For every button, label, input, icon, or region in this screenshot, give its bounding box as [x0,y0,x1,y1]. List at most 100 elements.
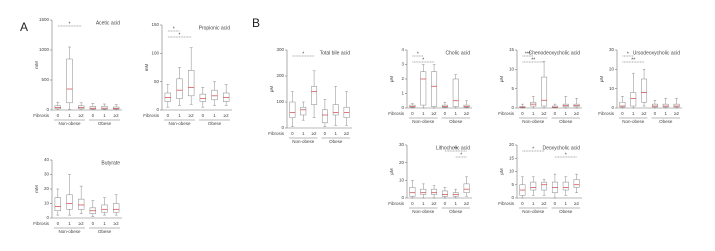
y-tick-label: 10 [609,86,615,91]
x-tick-label: ≥2 [674,111,679,116]
x-tick-label: 0 [92,221,95,226]
x-tick-label: ≥2 [189,113,194,118]
y-tick-label: 0 [156,107,159,112]
group-label: Obese [98,229,112,234]
group-label: Non-obese [58,229,81,234]
x-tick-label: 0 [57,113,60,118]
x-tick-label: 0 [554,111,557,116]
x-tick-label: 0 [324,131,327,136]
group-label: Non-obese [412,209,435,214]
x-tick-label: ≥2 [642,111,647,116]
x-tick-label: 0 [92,113,95,118]
box [188,70,195,97]
y-tick-label: 100 [276,99,284,104]
y-tick-label: 4 [401,47,404,52]
x-tick-label: 1 [334,131,337,136]
x-tick-label: 1 [68,221,71,226]
y-tick-label: 1500 [39,17,50,22]
chart-title: Propionic acid [199,25,231,31]
x-tick-label: ≥2 [114,221,119,226]
significance-label: ** [531,57,535,63]
x-tick-label: ≥2 [79,113,84,118]
y-tick-label: 0 [611,105,614,110]
box [289,101,296,118]
x-tick-label: 0 [444,111,447,116]
x-tick-label: ≥2 [79,221,84,226]
significance-label: * [302,51,304,57]
box [541,181,548,191]
x-tick-label: 1 [532,111,535,116]
x-tick-label: ≥2 [224,113,229,118]
box [113,203,120,213]
box [332,104,339,116]
x-axis-label: Fibrosis [388,111,405,116]
x-tick-label: 0 [291,131,294,136]
y-tick-label: 150 [151,22,159,27]
y-tick-label: 10 [509,67,515,72]
x-tick-label: ≥2 [574,201,579,206]
y-axis-label: mM [34,61,39,69]
box [662,103,669,108]
chart-title: Cholic acid [446,50,471,56]
panel-label: A [20,20,28,34]
y-axis-label: mM [144,64,149,72]
x-tick-label: ≥2 [542,201,547,206]
box [300,106,307,116]
panel-label: B [252,16,260,30]
group-label: Non-obese [292,139,315,144]
y-tick-label: 10 [399,178,405,183]
x-tick-label: 0 [521,201,524,206]
box [101,106,108,110]
box [66,58,73,104]
chart-title: Total bile acid [320,50,351,56]
significance-label: * [532,146,534,152]
y-tick-label: 20 [399,160,405,165]
box [101,204,108,213]
x-tick-label: 1 [454,201,457,206]
x-tick-label: 1 [103,221,106,226]
x-tick-label: ≥2 [344,131,349,136]
x-tick-label: 0 [554,201,557,206]
chart-title: Acetic acid [96,20,120,26]
y-tick-label: 30 [609,47,615,52]
x-tick-label: 0 [202,113,205,118]
y-axis-label: μM [599,76,604,83]
x-tick-label: 0 [654,111,657,116]
chart-title: Ursodeoxycholic acid [633,50,680,56]
box [530,181,537,191]
y-tick-label: 0 [46,215,49,220]
y-tick-label: 0 [281,125,284,130]
y-tick-label: 0 [511,195,514,200]
y-axis-label: μM [499,76,504,83]
y-tick-label: 3 [401,62,404,67]
box [541,76,548,107]
y-tick-label: 40 [44,157,50,162]
y-axis-label: μM [269,86,274,93]
box [463,104,470,108]
box [89,106,96,110]
y-axis-label: μM [389,168,394,175]
box [113,106,120,110]
group-label: Obese [559,119,573,124]
box [619,101,626,108]
y-tick-label: 15 [509,47,515,52]
y-tick-label: 0 [511,105,514,110]
x-tick-label: ≥2 [542,111,547,116]
x-tick-label: 1 [664,111,667,116]
box [573,179,580,188]
box [441,104,448,108]
significance-label: * [173,26,175,32]
group-label: Obese [449,209,463,214]
x-axis-label: Fibrosis [498,111,515,116]
box [463,183,470,193]
significance-label: * [627,51,629,57]
x-tick-label: 1 [532,201,535,206]
y-tick-label: 0 [401,105,404,110]
significance-label: * [460,152,462,158]
box [54,197,62,211]
box [420,188,427,195]
group-label: Obese [98,121,112,126]
y-tick-label: 30 [44,172,50,177]
x-tick-label: 1 [178,113,181,118]
y-tick-label: 20 [44,186,50,191]
